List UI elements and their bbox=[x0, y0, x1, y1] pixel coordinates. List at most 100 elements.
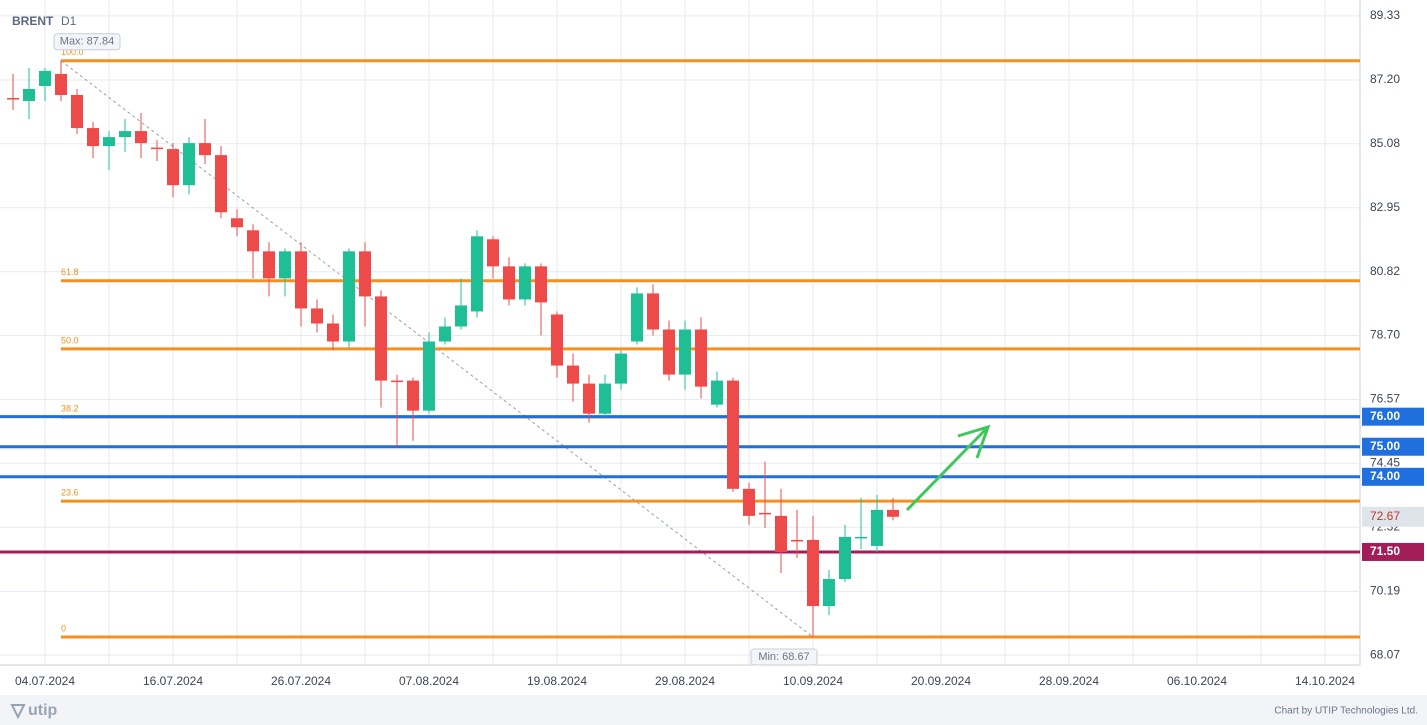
candle-body bbox=[503, 266, 515, 300]
y-tick-label: 76.57 bbox=[1370, 392, 1400, 406]
candle-body bbox=[663, 329, 675, 375]
level-box bbox=[1362, 467, 1424, 486]
level-box-label: 75.00 bbox=[1370, 439, 1400, 453]
fib-label: 23.6 bbox=[61, 488, 79, 498]
candle-body bbox=[615, 353, 627, 384]
candle-body bbox=[695, 329, 707, 387]
y-tick-label: 82.95 bbox=[1370, 200, 1400, 214]
footer-band bbox=[0, 695, 1427, 725]
candle-body bbox=[167, 149, 179, 186]
y-tick-label: 74.45 bbox=[1370, 455, 1400, 469]
y-tick-label: 68.07 bbox=[1370, 647, 1400, 661]
x-tick-label: 29.08.2024 bbox=[655, 674, 715, 688]
candle-body bbox=[759, 512, 771, 515]
symbol: BRENT bbox=[12, 14, 54, 28]
fib-label: 100.0 bbox=[61, 47, 84, 57]
candle-body bbox=[455, 305, 467, 327]
x-tick-label: 07.08.2024 bbox=[399, 674, 459, 688]
candle-body bbox=[135, 131, 147, 144]
candle-body bbox=[39, 70, 51, 86]
arrow-head bbox=[957, 424, 991, 459]
fib-label: 0 bbox=[61, 623, 66, 633]
candle-body bbox=[887, 509, 899, 517]
candle-body bbox=[775, 515, 787, 552]
candle-body bbox=[423, 341, 435, 411]
candle-body bbox=[855, 536, 867, 539]
arrow bbox=[905, 425, 990, 512]
level-box bbox=[1362, 407, 1424, 426]
candle-body bbox=[183, 143, 195, 186]
candle-body bbox=[487, 239, 499, 267]
level-box bbox=[1362, 437, 1424, 456]
candle-body bbox=[791, 539, 803, 542]
y-tick-label: 70.19 bbox=[1370, 584, 1400, 598]
x-tick-label: 20.09.2024 bbox=[911, 674, 971, 688]
extreme-tag-box bbox=[53, 33, 121, 51]
candle-body bbox=[343, 251, 355, 342]
candle-body bbox=[327, 323, 339, 342]
candle-body bbox=[711, 380, 723, 405]
extreme-tag-box bbox=[750, 648, 818, 666]
candle-body bbox=[823, 579, 835, 607]
candle-body bbox=[743, 488, 755, 516]
candle-body bbox=[535, 266, 547, 303]
extreme-tag-label: Max: 87.84 bbox=[60, 36, 114, 48]
candle-body bbox=[807, 539, 819, 607]
candle-body bbox=[567, 365, 579, 384]
candle-body bbox=[279, 251, 291, 279]
candle-body bbox=[103, 137, 115, 147]
x-tick-label: 28.09.2024 bbox=[1039, 674, 1099, 688]
candle-body bbox=[7, 98, 19, 100]
candle-body bbox=[55, 73, 67, 95]
candle-body bbox=[679, 329, 691, 375]
x-tick-label: 16.07.2024 bbox=[143, 674, 203, 688]
candle-body bbox=[471, 236, 483, 312]
candle-body bbox=[391, 380, 403, 383]
fib-label: 38.2 bbox=[61, 403, 79, 413]
level-box-label: 74.00 bbox=[1370, 469, 1400, 483]
candle-body bbox=[247, 230, 259, 252]
candle-body bbox=[839, 536, 851, 580]
candle-body bbox=[119, 131, 131, 138]
y-tick-label: 89.33 bbox=[1370, 8, 1400, 22]
candle-body bbox=[439, 326, 451, 342]
candle-body bbox=[583, 383, 595, 414]
candle-body bbox=[727, 380, 739, 489]
x-tick-label: 04.07.2024 bbox=[15, 674, 75, 688]
candle-body bbox=[215, 155, 227, 213]
level-box bbox=[1362, 542, 1424, 561]
candle-body bbox=[23, 88, 35, 102]
fib-label: 50.0 bbox=[61, 335, 79, 345]
y-tick-label: 80.82 bbox=[1370, 264, 1400, 278]
y-tick-label: 78.70 bbox=[1370, 328, 1400, 342]
x-tick-label: 19.08.2024 bbox=[527, 674, 587, 688]
candle-body bbox=[87, 128, 99, 147]
candle-body bbox=[263, 251, 275, 279]
candle-body bbox=[311, 308, 323, 324]
candle-body bbox=[647, 293, 659, 330]
extreme-tag: Max: 87.84 bbox=[53, 33, 121, 51]
candle-body bbox=[551, 314, 563, 366]
timeframe: D1 bbox=[61, 14, 77, 28]
fib-label: 61.8 bbox=[61, 267, 79, 277]
x-tick-label: 10.09.2024 bbox=[783, 674, 843, 688]
candle-body bbox=[519, 266, 531, 300]
candle-body bbox=[231, 218, 243, 228]
candle-body bbox=[375, 296, 387, 381]
candle-body bbox=[151, 147, 163, 150]
logo: utip bbox=[28, 702, 58, 719]
candle-body bbox=[871, 509, 883, 546]
price-box-label: 72.67 bbox=[1370, 509, 1400, 523]
y-tick-label: 85.08 bbox=[1370, 136, 1400, 150]
x-tick-label: 26.07.2024 bbox=[271, 674, 331, 688]
candle-body bbox=[407, 380, 419, 411]
credit: Chart by UTIP Technologies Ltd. bbox=[1274, 706, 1418, 717]
price-box bbox=[1362, 506, 1424, 527]
candle-body bbox=[295, 251, 307, 309]
extreme-tag: Min: 68.67 bbox=[750, 648, 818, 666]
x-tick-label: 06.10.2024 bbox=[1167, 674, 1227, 688]
candle-body bbox=[599, 383, 611, 414]
y-tick-label: 87.20 bbox=[1370, 72, 1400, 86]
